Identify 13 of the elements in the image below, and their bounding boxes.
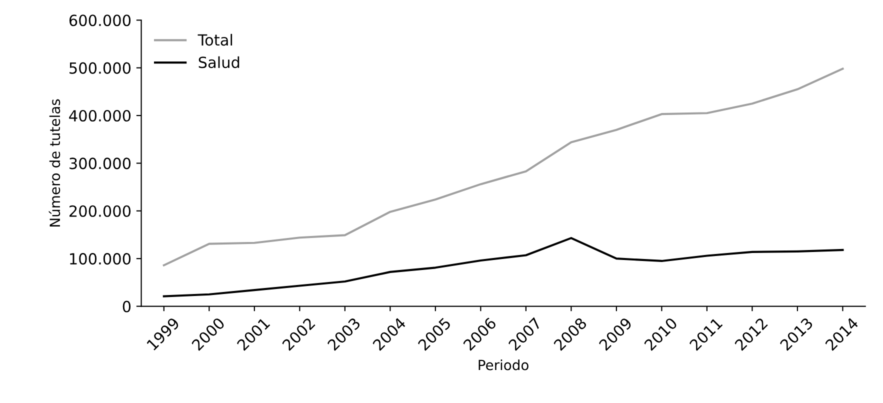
line-series — [162, 68, 844, 266]
y-tick-label: 0 — [122, 300, 131, 312]
y-tick-label: 600.000 — [69, 14, 131, 26]
y-tick-label: 400.000 — [69, 110, 131, 122]
y-tick-label: 200.000 — [70, 205, 131, 217]
line-series — [162, 237, 844, 298]
x-axis-title: Periodo — [478, 360, 528, 370]
legend-label: Total — [198, 34, 232, 46]
y-tick-label: 300.000 — [70, 158, 131, 170]
y-tick-label: 100.000 — [70, 253, 131, 265]
y-tick-label: 500.000 — [70, 62, 131, 74]
legend-label: Salud — [198, 56, 240, 68]
y-axis-title: Número de tutelas — [48, 99, 60, 226]
